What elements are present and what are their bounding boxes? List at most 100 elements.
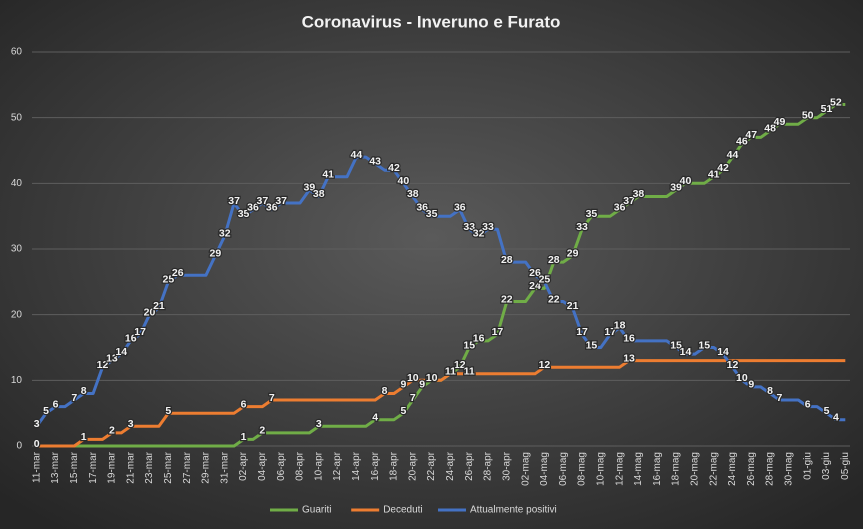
data-label: 5 [824,405,830,417]
data-label: 13 [623,352,635,364]
data-label: 38 [633,188,645,200]
data-label: 29 [567,247,579,259]
data-label: 5 [400,405,406,417]
x-tick-label: 14-mag [633,452,644,486]
x-tick-label: 14-apr [351,451,362,481]
data-label: 40 [398,175,410,187]
x-tick-label: 19-mar [107,451,118,483]
data-label: 8 [767,385,773,397]
data-label: 3 [316,418,322,430]
data-label: 48 [764,123,776,135]
data-label: 3 [128,418,134,430]
x-tick-label: 26-mag [746,452,757,486]
data-label: 29 [210,247,222,259]
data-label: 10 [426,372,438,384]
data-label: 35 [238,208,250,220]
data-label: 9 [419,379,425,391]
data-label: 28 [501,254,513,266]
x-tick-label: 03-giu [821,452,832,480]
data-label: 37 [275,195,287,207]
y-tick-label: 40 [11,178,23,189]
x-tick-label: 17-mar [88,451,99,483]
data-label: 1 [81,431,87,443]
x-tick-label: 23-mar [144,451,155,483]
chart-title: Coronavirus - Inveruno e Furato [302,12,561,31]
data-label: 14 [115,346,127,358]
data-label: 39 [304,182,316,194]
data-label: 9 [400,379,406,391]
x-tick-label: 28-apr [483,451,494,481]
data-label: 15 [463,339,475,351]
series-line [35,155,846,428]
y-tick-label: 60 [11,47,23,58]
data-label: 49 [774,116,786,128]
x-tick-label: 11-mar [31,451,42,483]
y-tick-label: 0 [16,441,22,452]
x-tick-label: 29-mar [201,451,212,483]
data-label: 42 [717,162,729,174]
data-label: 21 [153,300,165,312]
data-label: 6 [53,398,59,410]
data-label: 7 [777,392,783,404]
x-tick-label: 21-mar [125,451,136,483]
x-tick-label: 22-mag [708,452,719,486]
x-tick-label: 30-apr [501,451,512,481]
x-tick-label: 08-apr [295,451,306,481]
x-tick-label: 24-apr [445,451,456,481]
data-label: 17 [576,326,588,338]
x-tick-label: 13-mar [50,451,61,483]
x-tick-label: 26-apr [464,451,475,481]
data-label: 5 [165,405,171,417]
data-label: 37 [623,195,635,207]
data-label: 10 [426,372,438,384]
data-label: 22 [548,293,560,305]
series-line [36,359,846,448]
data-label: 15 [698,339,710,351]
data-label: 36 [266,201,278,213]
data-label: 36 [614,201,626,213]
legend-label: Deceduti [383,505,422,516]
data-label: 38 [407,188,419,200]
data-label: 36 [454,201,466,213]
x-tick-label: 28-mag [765,452,776,486]
x-tick-label: 18-apr [389,451,400,481]
data-label: 2 [109,425,115,437]
data-label: 4 [833,412,839,424]
data-label: 12 [727,359,739,371]
x-tick-label: 18-mag [671,452,682,486]
data-label: 33 [463,221,475,233]
data-label: 17 [492,326,504,338]
x-tick-label: 25-mar [163,451,174,483]
data-label: 12 [454,359,466,371]
data-label: 40 [680,175,692,187]
data-label: 11 [445,366,456,378]
data-label: 9 [748,379,754,391]
data-label: 28 [548,254,560,266]
data-label: 16 [125,333,137,345]
x-tick-label: 01-giu [802,452,813,480]
data-label: 44 [727,149,739,161]
data-label: 6 [805,398,811,410]
x-tick-label: 12-mag [614,452,625,486]
x-tick-label: 02-apr [238,451,249,481]
x-tick-label: 06-apr [276,451,287,481]
data-label: 16 [623,333,635,345]
data-label: 41 [708,169,720,181]
data-label: 24 [529,280,541,292]
data-label: 37 [228,195,240,207]
data-label: 21 [567,300,579,312]
data-label: 38 [313,188,325,200]
data-label: 15 [586,339,598,351]
data-label: 51 [821,103,833,115]
data-label: 32 [473,228,485,240]
data-label: 8 [382,385,388,397]
y-tick-label: 20 [11,309,23,320]
data-label: 2 [259,425,265,437]
data-label: 35 [426,208,438,220]
data-label: 14 [680,346,692,358]
data-label: 7 [410,392,416,404]
data-label: 36 [416,201,428,213]
data-label: 8 [81,385,87,397]
y-tick-label: 30 [11,244,23,255]
